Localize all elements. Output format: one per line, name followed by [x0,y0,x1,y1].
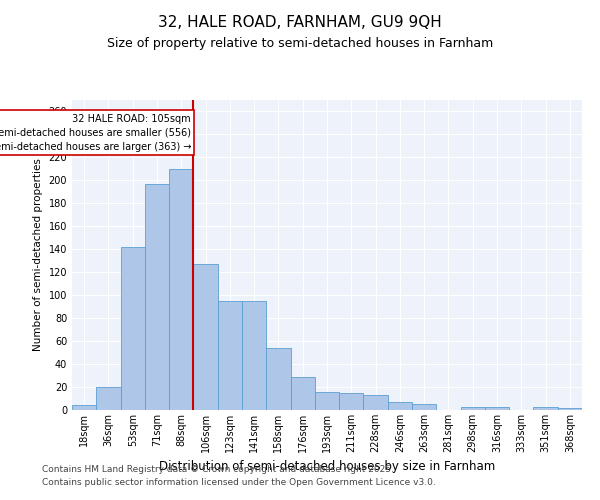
Text: Size of property relative to semi-detached houses in Farnham: Size of property relative to semi-detach… [107,38,493,51]
Bar [218,301,242,410]
Bar [485,406,509,410]
Bar [388,402,412,410]
Bar [121,247,145,410]
Text: Contains public sector information licensed under the Open Government Licence v3: Contains public sector information licen… [42,478,436,487]
Bar [72,406,96,410]
Bar [96,387,121,410]
Bar [290,376,315,410]
Bar [242,301,266,410]
Bar [364,395,388,410]
Bar [533,406,558,410]
Bar [193,264,218,410]
Bar [145,184,169,410]
Bar [461,406,485,410]
Bar [169,169,193,410]
Bar [315,392,339,410]
Bar [412,404,436,410]
Text: Contains HM Land Registry data © Crown copyright and database right 2025.: Contains HM Land Registry data © Crown c… [42,466,394,474]
Bar [266,348,290,410]
Y-axis label: Number of semi-detached properties: Number of semi-detached properties [33,158,43,352]
Bar [339,393,364,410]
Text: 32, HALE ROAD, FARNHAM, GU9 9QH: 32, HALE ROAD, FARNHAM, GU9 9QH [158,15,442,30]
Text: 32 HALE ROAD: 105sqm
← 60% of semi-detached houses are smaller (556)
 39% of sem: 32 HALE ROAD: 105sqm ← 60% of semi-detac… [0,114,191,152]
Bar [558,408,582,410]
X-axis label: Distribution of semi-detached houses by size in Farnham: Distribution of semi-detached houses by … [159,460,495,473]
